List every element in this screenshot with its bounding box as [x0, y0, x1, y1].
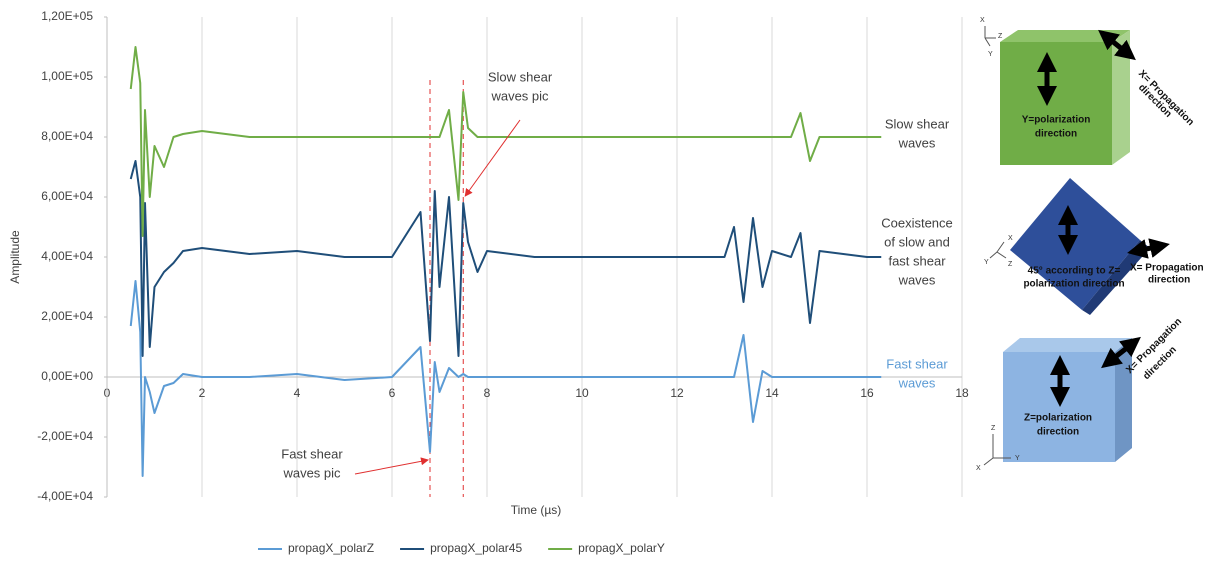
- propagation-arrow: [1098, 29, 1136, 61]
- y-tick-label: 4,00E+04: [41, 249, 93, 263]
- x-tick-label: 10: [575, 386, 589, 400]
- y-tick-label: 6,00E+04: [41, 189, 93, 203]
- annotation: Coexistence: [881, 215, 953, 230]
- axis-letter: Z: [1008, 261, 1013, 268]
- axis-letter: X: [976, 465, 981, 472]
- axis-letter: Y: [984, 259, 989, 266]
- x-tick-label: 14: [765, 386, 779, 400]
- diagram-label: direction: [1035, 129, 1077, 140]
- y-tick-label: -2,00E+04: [37, 429, 93, 443]
- propagation-arrow: [1101, 336, 1141, 369]
- axis-letter: X: [980, 17, 985, 24]
- axis-icon: [989, 241, 1007, 259]
- x-tick-label: 8: [484, 386, 491, 400]
- cube-face: [1115, 338, 1132, 462]
- series-line: [129, 160, 882, 357]
- diagram-label: Z=polarization: [1024, 413, 1092, 424]
- series-line: [129, 280, 882, 477]
- annotation: waves pic: [282, 465, 341, 480]
- diagram-top: Y=polarization direction X= Propagation …: [980, 17, 1196, 165]
- x-axis-title: Time (µs): [511, 503, 561, 517]
- series-line: [129, 46, 882, 237]
- x-tick-label: 16: [860, 386, 874, 400]
- annotation: Fast shear: [281, 446, 343, 461]
- axis-letter: Z: [991, 425, 996, 432]
- diagram-label: X= Propagation: [1130, 263, 1204, 274]
- cube-face: [1000, 30, 1130, 42]
- diagram-bottom: Z=polarization direction X= Propagation …: [976, 316, 1184, 472]
- diagram-label: direction: [1148, 275, 1190, 286]
- annotation-arrow: [464, 119, 521, 197]
- cube-face: [1003, 338, 1132, 352]
- annotation: Slow shear: [885, 116, 950, 131]
- x-tick-label: 18: [955, 386, 969, 400]
- propagation-arrow: [1127, 238, 1170, 259]
- diagram-label: polarization direction: [1023, 279, 1124, 290]
- diagram-label: direction: [1037, 427, 1079, 438]
- x-tick-label: 4: [294, 386, 301, 400]
- axis-icon: [984, 26, 996, 47]
- diagram-middle: 45° according to Z= polarization directi…: [984, 178, 1204, 315]
- annotation: Slow shear: [488, 69, 553, 84]
- annotation: Fast shear: [886, 356, 948, 371]
- y-axis-title: Amplitude: [8, 230, 22, 284]
- cube-face: [1000, 42, 1112, 165]
- legend-label: propagX_polarZ: [288, 541, 374, 555]
- axis-letter: X: [1008, 235, 1013, 242]
- legend-label: propagX_polarY: [578, 541, 665, 555]
- annotation: waves pic: [490, 88, 549, 103]
- legend-label: propagX_polar45: [430, 541, 522, 555]
- annotation: of slow and: [884, 234, 950, 249]
- axis-letter: Y: [1015, 455, 1020, 462]
- y-tick-label: 2,00E+04: [41, 309, 93, 323]
- annotation: fast shear: [888, 253, 946, 268]
- x-tick-label: 2: [199, 386, 206, 400]
- y-tick-label: -4,00E+04: [37, 489, 93, 503]
- cube-face: [1082, 240, 1150, 315]
- annotation: waves: [898, 135, 936, 150]
- diagram-label: Y=polarization: [1022, 115, 1091, 126]
- annotation: waves: [898, 272, 936, 287]
- y-tick-label: 1,20E+05: [41, 9, 93, 23]
- y-tick-label: 1,00E+05: [41, 69, 93, 83]
- axis-letter: Z: [998, 33, 1003, 40]
- y-tick-label: 0,00E+00: [41, 369, 93, 383]
- cube-face: [1112, 30, 1130, 165]
- axis-letter: Y: [988, 51, 993, 58]
- cube-face: [1010, 178, 1140, 310]
- annotation: waves: [898, 375, 936, 390]
- y-tick-label: 8,00E+04: [41, 129, 93, 143]
- annotation-arrow: [354, 457, 429, 475]
- axis-icon: [983, 434, 1011, 466]
- x-tick-label: 6: [389, 386, 396, 400]
- diagram-label: 45° according to Z=: [1028, 266, 1121, 277]
- x-tick-label: 12: [670, 386, 684, 400]
